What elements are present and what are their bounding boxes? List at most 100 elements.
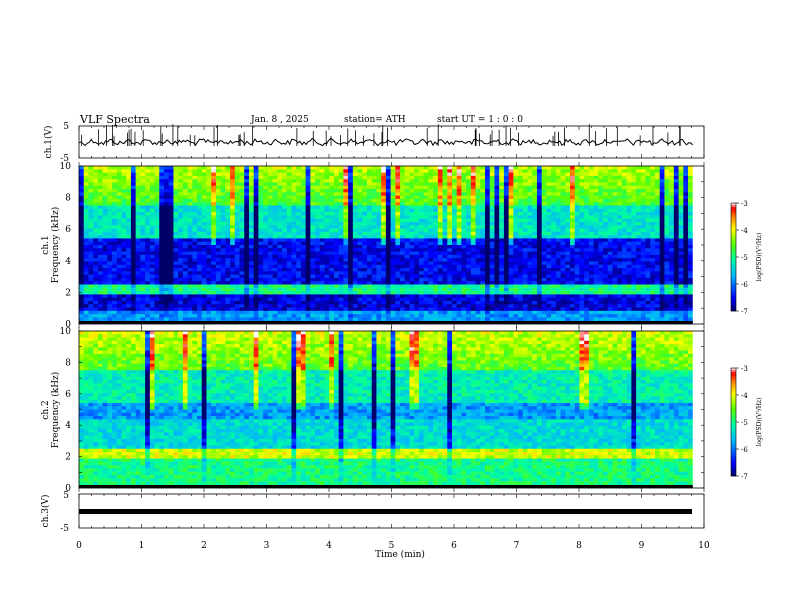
spectrogram-cell <box>423 258 429 262</box>
spectrogram-cell <box>357 251 363 256</box>
spectrogram-cell <box>631 195 637 200</box>
spectrogram-cell <box>499 258 505 262</box>
spectrogram-cell <box>277 169 283 173</box>
spectrogram-cell <box>456 202 462 206</box>
spectrogram-cell <box>607 205 613 210</box>
spectrogram-cell <box>527 235 533 239</box>
spectrogram-cell <box>508 281 514 285</box>
spectrogram-cell <box>121 231 127 236</box>
spectrogram-cell <box>636 205 642 210</box>
spectrogram-cell <box>570 238 576 243</box>
spectrogram-cell <box>626 231 632 236</box>
spectrogram-cell <box>395 215 401 220</box>
spectrogram-cell <box>244 212 250 216</box>
spectrogram-cell <box>485 212 491 216</box>
spectrogram-cell <box>272 274 278 279</box>
spectrogram-cell <box>263 235 269 239</box>
spectrogram-cell <box>404 182 410 187</box>
spectrogram-cell <box>296 166 302 170</box>
spectrogram-cell <box>451 225 458 229</box>
spectrogram-cell <box>239 284 245 289</box>
spectrogram-cell <box>683 215 689 220</box>
spectrogram-cell <box>333 235 340 239</box>
spectrogram-cell <box>197 248 203 252</box>
spectrogram-cell <box>112 182 118 187</box>
spectrogram-cell <box>541 271 547 276</box>
spectrogram-cell <box>192 238 198 243</box>
spectrogram-cell <box>603 241 609 246</box>
spectrogram-cell <box>305 225 311 229</box>
spectrogram-cell <box>565 258 571 262</box>
spectrogram-cell <box>286 284 292 289</box>
spectrogram-cell <box>182 205 188 210</box>
spectrogram-cell <box>650 189 656 193</box>
spectrogram-cell <box>159 166 165 170</box>
spectrogram-cell <box>688 228 694 233</box>
spectrogram-cell <box>546 208 552 213</box>
spectrogram-cell <box>116 172 122 177</box>
spectrogram-cell <box>409 228 415 233</box>
spectrogram-cell <box>126 205 132 210</box>
spectrogram-cell <box>230 238 236 243</box>
spectrogram-cell <box>107 235 113 239</box>
spectrogram-cell <box>319 241 325 246</box>
spectrogram-cell <box>352 175 358 180</box>
spectrogram-cell <box>79 179 85 183</box>
spectrogram-cell <box>121 185 127 190</box>
spectrogram-cell <box>437 218 443 223</box>
spectrogram-cell <box>319 205 325 210</box>
spectrogram-cell <box>343 264 349 269</box>
spectrogram-cell <box>654 264 661 269</box>
spectrogram-cell <box>631 277 637 282</box>
spectrogram-cell <box>324 221 330 226</box>
spectrogram-cell <box>513 231 519 236</box>
spectrogram-cell <box>433 254 439 259</box>
spectrogram-cell <box>381 264 387 269</box>
spectrogram-cell <box>215 231 222 236</box>
spectrogram-cell <box>343 284 349 289</box>
spectrogram-cell <box>371 238 377 243</box>
spectrogram-cell <box>149 235 155 239</box>
spectrogram-cell <box>135 198 141 203</box>
spectrogram-cell <box>145 235 151 239</box>
spectrogram-cell <box>296 175 302 180</box>
spectrogram-cell <box>102 287 108 292</box>
spectrogram-cell <box>116 215 122 220</box>
spectrogram-cell <box>272 271 278 276</box>
spectrogram-cell <box>683 231 689 236</box>
spectrogram-cell <box>428 248 434 252</box>
spectrogram-cell <box>338 254 344 259</box>
spectrogram-cell <box>456 261 462 266</box>
spectrogram-cell <box>93 261 99 266</box>
spectrogram-cell <box>112 277 118 282</box>
spectrogram-cell <box>499 182 505 187</box>
spectrogram-cell <box>433 218 439 223</box>
spectrogram-cell <box>541 198 547 203</box>
spectrogram-cell <box>140 169 146 173</box>
spectrogram-cell <box>451 192 458 197</box>
spectrogram-cell <box>598 182 604 187</box>
spectrogram-cell <box>650 261 656 266</box>
spectrogram-cell <box>414 225 420 229</box>
spectrogram-cell <box>319 166 325 170</box>
spectrogram-cell <box>451 238 458 243</box>
spectrogram-cell <box>135 189 141 193</box>
spectrogram-cell <box>83 208 89 213</box>
spectrogram-cell <box>253 185 259 190</box>
spectrogram-cell <box>565 271 571 276</box>
spectrogram-cell <box>272 192 278 197</box>
spectrogram-cell <box>230 179 236 183</box>
spectrogram-cell <box>385 208 391 213</box>
spectrogram-cell <box>508 254 514 259</box>
spectrogram-cell <box>428 268 434 272</box>
spectrogram-cell <box>286 245 292 249</box>
spectrogram-cell <box>461 202 467 206</box>
spectrogram-cell <box>206 228 212 233</box>
spectrogram-cell <box>253 251 259 256</box>
spectrogram-cell <box>258 179 264 183</box>
spectrogram-cell <box>182 264 188 269</box>
spectrogram-cell <box>480 205 486 210</box>
spectrogram-cell <box>79 202 85 206</box>
spectrogram-cell <box>664 258 670 262</box>
spectrogram-cell <box>673 274 679 279</box>
